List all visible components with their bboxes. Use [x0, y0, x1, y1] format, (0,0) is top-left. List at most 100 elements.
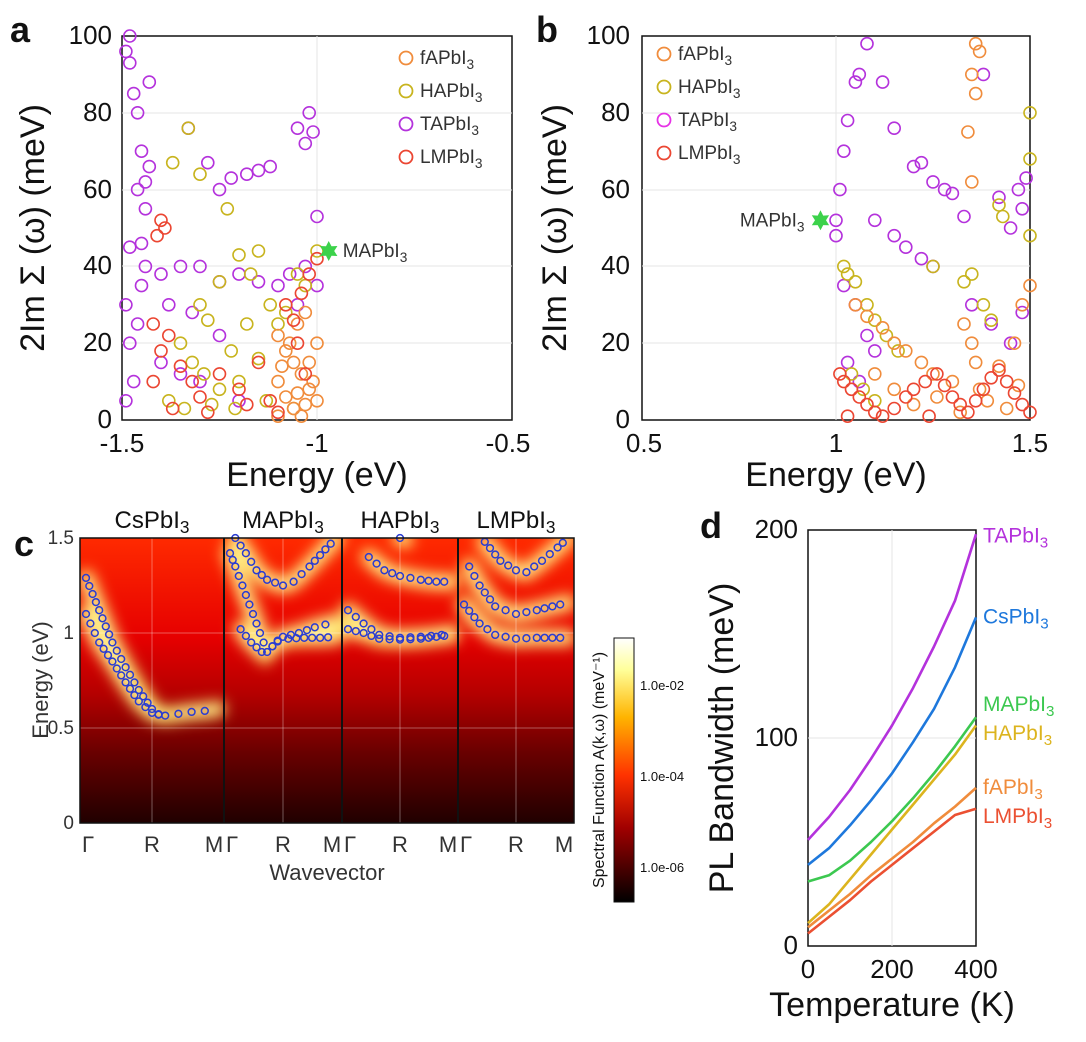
- scatter-point: [212, 382, 227, 397]
- scatter-point: [240, 317, 254, 331]
- a-ytick: 20: [83, 327, 112, 357]
- scatter-point: [282, 336, 297, 351]
- band-point: [427, 631, 436, 641]
- scatter-point: [1007, 386, 1022, 400]
- band-point: [501, 606, 510, 615]
- scatter-point: [1007, 336, 1022, 351]
- legend-entry: TAPbI3: [420, 114, 479, 138]
- scatter-point: [984, 317, 999, 331]
- band-point: [234, 571, 243, 581]
- scatter-point: [271, 405, 285, 420]
- band-point: [385, 635, 394, 644]
- band-point: [470, 571, 479, 581]
- scatter-point: [177, 401, 192, 416]
- scatter-point: [201, 155, 215, 170]
- scatter-point: [185, 374, 199, 389]
- c-ytick: 0.5: [48, 718, 74, 739]
- scatter-point: [310, 244, 324, 258]
- scatter-point: [185, 355, 199, 370]
- scatter-point: [173, 367, 188, 381]
- scatter-point: [906, 397, 921, 412]
- band-point: [385, 632, 394, 641]
- band-point: [91, 597, 101, 607]
- band-point: [257, 647, 266, 657]
- band-point: [375, 634, 384, 643]
- scatter-point: [887, 336, 902, 351]
- band-point: [95, 606, 104, 615]
- scatter-point: [130, 182, 145, 197]
- panel-b-points: [829, 36, 1037, 424]
- annotation-label: MAPbI3: [740, 210, 805, 234]
- band-point: [530, 562, 539, 571]
- scatter-point: [201, 313, 215, 328]
- scatter-point: [271, 328, 285, 343]
- scatter-point: [263, 393, 278, 408]
- a-xtick: -1.5: [100, 428, 145, 458]
- scatter-point: [972, 44, 987, 59]
- scatter-point: [224, 171, 238, 185]
- scatter-point: [130, 106, 145, 120]
- scatter-point: [201, 405, 215, 420]
- scatter-point: [212, 182, 227, 197]
- legend-entry: LMPbI3: [420, 147, 483, 171]
- band-point: [491, 550, 500, 559]
- band-point: [432, 577, 441, 586]
- d-xlabel: Temperature (K): [769, 986, 1015, 1024]
- scatter-point: [968, 86, 983, 101]
- scatter-point: [302, 382, 317, 397]
- scatter-point: [968, 393, 983, 408]
- band-point: [112, 664, 121, 673]
- b-xtick: 0.5: [626, 428, 662, 458]
- band-point: [273, 637, 282, 646]
- scatter-point: [232, 248, 246, 262]
- scatter-point: [251, 274, 266, 289]
- scatter-point: [930, 367, 944, 381]
- band-point: [241, 631, 251, 641]
- band-point: [297, 569, 306, 579]
- scatter-point: [123, 29, 137, 43]
- band-point: [286, 630, 296, 640]
- band-point: [558, 538, 567, 547]
- band-point: [81, 573, 91, 583]
- panel-label-a: a: [10, 9, 31, 50]
- scatter-point: [836, 278, 851, 293]
- panel-c-titles: CsPbI3 MAPbI3 HAPbI3 LMPbI3: [115, 507, 556, 537]
- a-xtick: -0.5: [486, 428, 531, 458]
- panel-label-d: d: [700, 505, 722, 546]
- scatter-point: [271, 374, 285, 389]
- a-ytick: 60: [83, 174, 112, 204]
- b-xtick: 1.5: [1012, 428, 1048, 458]
- band-point: [511, 609, 521, 619]
- scatter-point: [119, 297, 133, 312]
- scatter-point: [906, 159, 921, 174]
- scatter-point: [251, 244, 266, 258]
- band-point: [364, 552, 373, 562]
- legend-marker: [398, 116, 414, 132]
- scatter-point: [984, 370, 999, 385]
- scatter-point: [1023, 228, 1037, 243]
- band-point: [252, 643, 261, 652]
- scatter-point: [263, 297, 278, 312]
- band-line: [461, 602, 571, 642]
- c-ktick: M: [205, 832, 223, 857]
- band-point: [388, 569, 397, 578]
- scatter-point: [181, 121, 196, 135]
- band-point: [485, 595, 495, 604]
- scatter-point: [999, 374, 1014, 389]
- scatter-point: [138, 202, 153, 216]
- band-point: [475, 619, 484, 628]
- d-xtick: 0: [801, 954, 815, 984]
- b-ytick: 60: [601, 174, 630, 204]
- scatter-point: [142, 159, 157, 174]
- scatter-point: [278, 297, 293, 312]
- scatter-point: [298, 259, 313, 274]
- scatter-point: [232, 382, 246, 397]
- legend-marker: [656, 145, 672, 161]
- band-line: [482, 538, 571, 575]
- scatter-point: [278, 344, 293, 358]
- band-point: [553, 543, 562, 552]
- scatter-point: [185, 305, 199, 320]
- subpanel-title: LMPbI3: [477, 507, 556, 537]
- scatter-point: [286, 313, 301, 328]
- scatter-point: [852, 67, 867, 82]
